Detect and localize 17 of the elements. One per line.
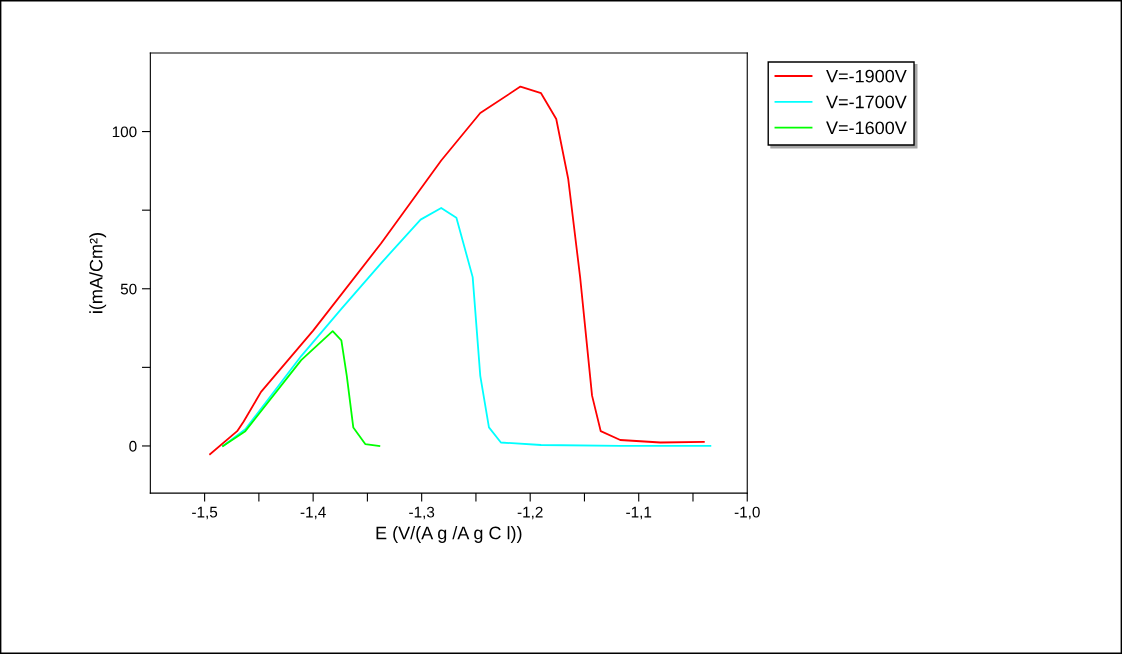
y-tick-label: 50 xyxy=(120,283,137,295)
y-tick-label: 0 xyxy=(129,440,137,452)
legend-label: V=-1600V xyxy=(826,121,907,135)
x-tick-label: -1,1 xyxy=(626,506,652,520)
legend-label: V=-1700V xyxy=(826,95,907,109)
x-axis-title: E (V/(A g /A g C l)) xyxy=(376,526,522,543)
line-series xyxy=(209,85,705,456)
line-series xyxy=(222,207,712,447)
y-axis-title: i(mA/Cm²) xyxy=(89,233,107,313)
line-series xyxy=(222,330,381,447)
legend-label: V=-1900V xyxy=(826,69,907,83)
x-tick-label: -1,4 xyxy=(300,506,326,520)
x-tick-label: -1,2 xyxy=(517,506,543,520)
x-tick-label: -1,3 xyxy=(409,506,435,520)
x-tick-label: -1,0 xyxy=(734,506,760,520)
y-tick-label: 100 xyxy=(112,126,137,138)
x-tick-label: -1,5 xyxy=(192,506,218,520)
